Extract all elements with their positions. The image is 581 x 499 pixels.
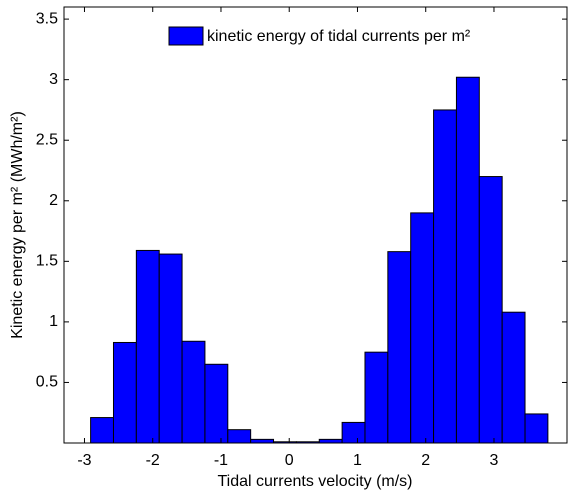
legend-swatch (168, 26, 204, 46)
y-tick-label: 2 (49, 192, 58, 209)
legend-box (166, 22, 541, 50)
x-tick-label: -1 (214, 452, 228, 469)
bar (318, 438, 343, 444)
x-tick-label: -2 (146, 452, 160, 469)
bar (455, 76, 480, 444)
x-tick-label: 1 (353, 452, 362, 469)
x-tick-label: 0 (285, 452, 294, 469)
bar (410, 212, 435, 444)
x-tick-label: 3 (490, 452, 499, 469)
legend-label: kinetic energy of tidal currents per m² (207, 28, 471, 45)
y-tick-label: 3.5 (36, 10, 58, 27)
y-tick-label: 1.5 (36, 253, 58, 270)
bar (204, 363, 229, 444)
x-axis-label: Tidal currents velocity (m/s) (218, 473, 413, 490)
bar (90, 417, 114, 444)
bar (135, 249, 160, 444)
y-tick-label: 3 (49, 71, 58, 88)
y-tick-label: 0.5 (36, 374, 58, 391)
bar (250, 438, 275, 444)
bar (524, 413, 549, 444)
bar (501, 311, 526, 444)
bar (341, 421, 366, 444)
bar (364, 351, 389, 444)
y-tick-label: 1 (49, 313, 58, 330)
y-axis-label: Kinetic energy per m² (MWh/m²) (9, 111, 26, 339)
bar (478, 176, 503, 444)
x-tick-label: 2 (421, 452, 430, 469)
plot-box (63, 6, 568, 444)
bar (158, 253, 183, 444)
bar (433, 109, 457, 444)
y-tick-label: 2.5 (36, 131, 58, 148)
bar (112, 341, 137, 444)
bar (227, 429, 252, 444)
x-tick-label: -3 (77, 452, 91, 469)
bar (387, 251, 412, 444)
bar (181, 340, 206, 444)
